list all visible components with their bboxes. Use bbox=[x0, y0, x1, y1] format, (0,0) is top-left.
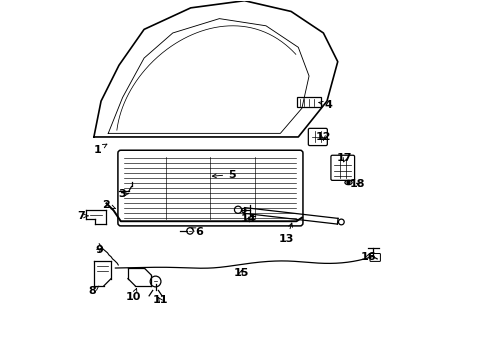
Text: 5: 5 bbox=[212, 170, 235, 180]
Text: 2: 2 bbox=[102, 200, 116, 210]
Text: 17: 17 bbox=[336, 153, 352, 163]
Text: 16: 16 bbox=[360, 252, 375, 262]
Text: 4: 4 bbox=[318, 100, 332, 110]
Text: 3: 3 bbox=[118, 189, 128, 199]
Text: 13: 13 bbox=[279, 223, 294, 244]
Text: 10: 10 bbox=[125, 288, 141, 302]
Text: 14: 14 bbox=[240, 215, 255, 224]
Text: 11: 11 bbox=[152, 295, 168, 305]
Text: 15: 15 bbox=[233, 268, 248, 278]
Text: 18: 18 bbox=[349, 179, 365, 189]
Text: 7: 7 bbox=[77, 211, 88, 221]
Circle shape bbox=[346, 181, 349, 184]
Text: 8: 8 bbox=[88, 286, 99, 296]
Text: 12: 12 bbox=[315, 132, 330, 142]
Text: 1: 1 bbox=[93, 144, 107, 154]
Text: 9: 9 bbox=[95, 245, 103, 255]
Text: 6: 6 bbox=[191, 227, 203, 237]
